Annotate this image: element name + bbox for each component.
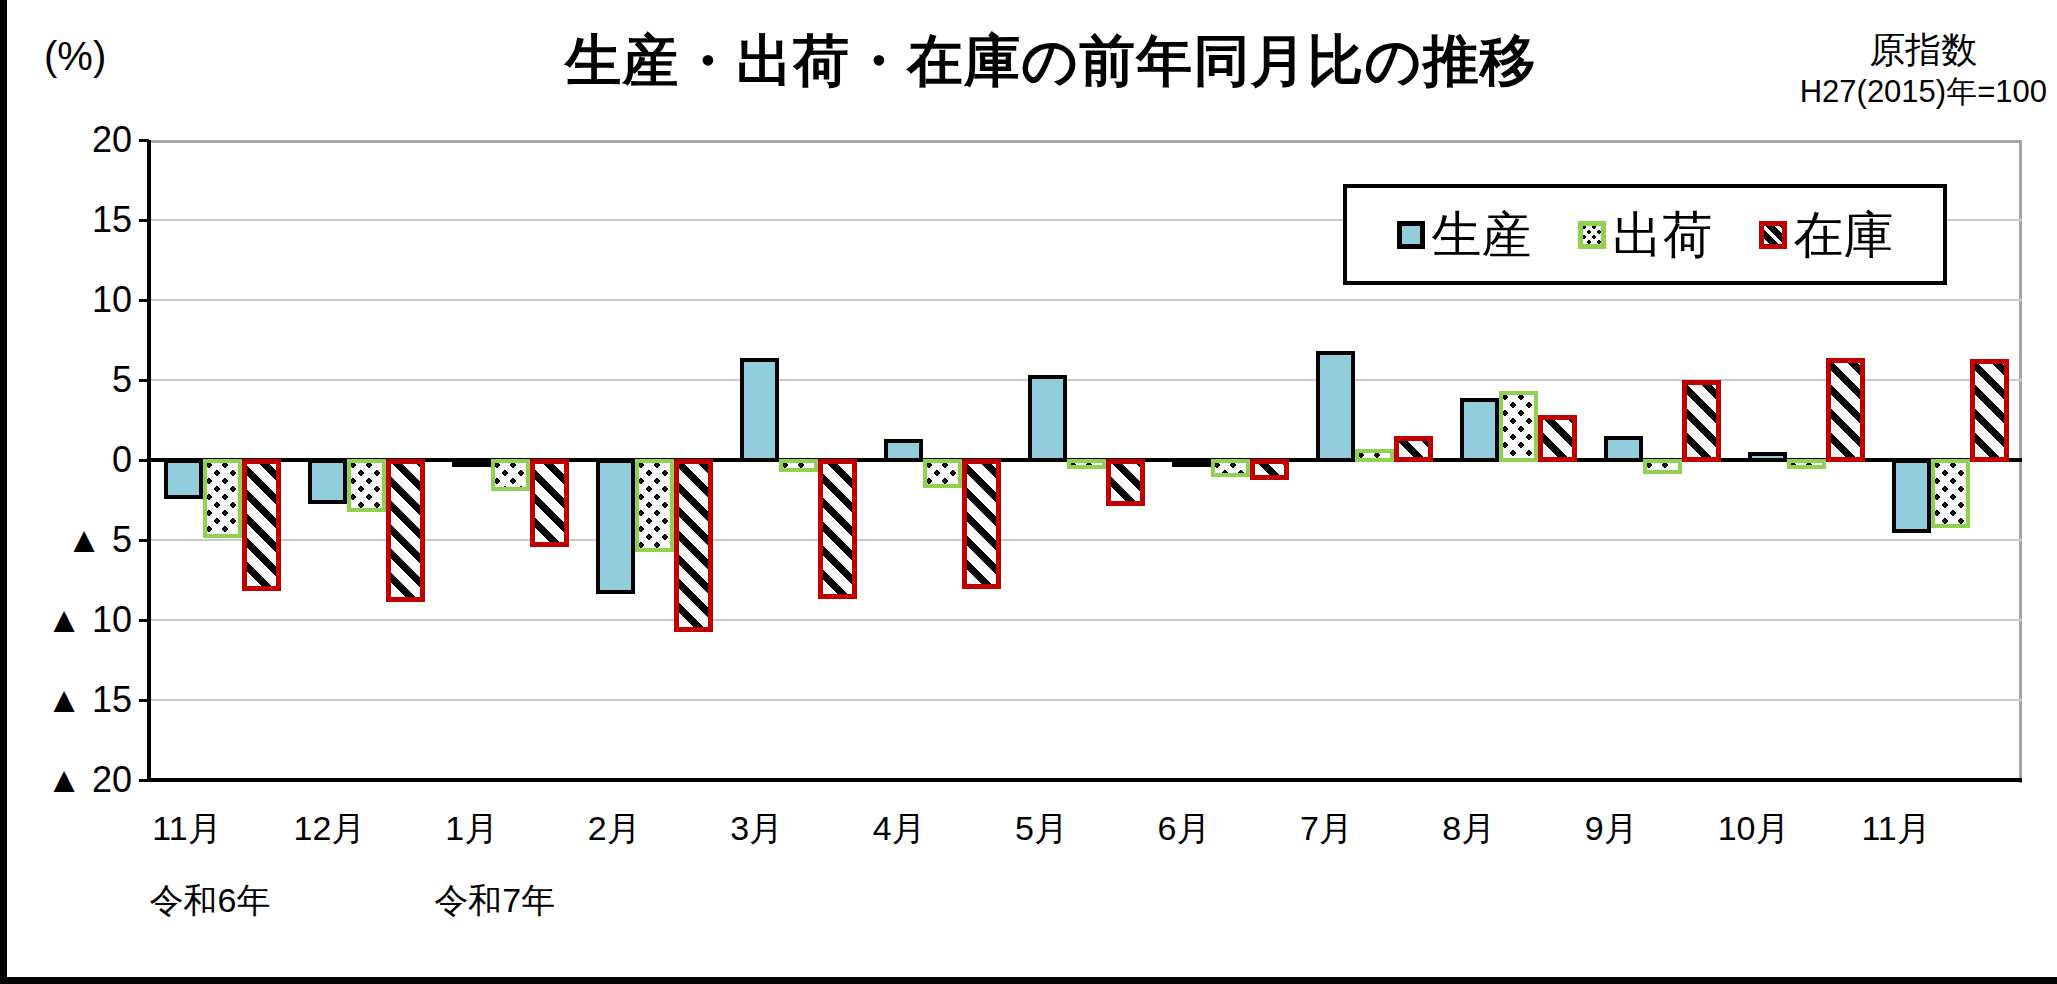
x-tick-label-month: 9月 [1531, 806, 1691, 852]
x-tick-label-month: 11月 [1816, 806, 1976, 852]
bar-shipment-2月 [635, 459, 674, 552]
legend-label-production: 生産 [1432, 210, 1532, 260]
y-axis-tick [139, 699, 149, 702]
bar-inventory-7月 [1394, 436, 1433, 462]
bar-production-11月 [1892, 459, 1931, 533]
bar-inventory-4月 [962, 459, 1001, 589]
bar-inventory-6月 [1250, 459, 1289, 480]
table-border-bottom [0, 977, 2057, 984]
shipment-swatch-icon [1578, 221, 1606, 249]
x-tick-label-month: 10月 [1674, 806, 1834, 852]
bar-shipment-7月 [1355, 449, 1394, 462]
x-tick-label-month: 12月 [249, 806, 409, 852]
bar-inventory-9月 [1682, 380, 1721, 462]
y-axis-tick [139, 299, 149, 302]
bar-production-2月 [596, 459, 635, 594]
index-note-base-year: H27(2015)年=100 [1800, 72, 2047, 112]
x-axis-era-label: 令和6年 [120, 878, 300, 924]
chart-title: 生産・出荷・在庫の前年同月比の推移 [565, 24, 1537, 100]
bar-shipment-8月 [1499, 391, 1538, 462]
y-axis-unit-label: (%) [44, 34, 106, 79]
bar-shipment-6月 [1211, 459, 1250, 477]
bar-shipment-9月 [1643, 459, 1682, 474]
y-tick-label: 0 [0, 438, 132, 482]
bar-production-11月 [164, 459, 203, 499]
bar-shipment-3月 [779, 459, 818, 472]
y-tick-label: ▲ 5 [0, 518, 132, 562]
y-axis-tick [139, 539, 149, 542]
bar-production-9月 [1604, 436, 1643, 462]
bar-inventory-11月 [242, 459, 281, 591]
bar-shipment-10月 [1787, 459, 1826, 469]
legend-label-shipment: 出荷 [1613, 210, 1713, 260]
bar-production-4月 [884, 439, 923, 462]
gridline [150, 699, 2022, 701]
y-tick-label: 5 [0, 358, 132, 402]
bar-production-6月 [1172, 459, 1211, 467]
bar-production-12月 [308, 459, 347, 504]
x-tick-label-month: 5月 [962, 806, 1122, 852]
y-tick-label: 10 [0, 278, 132, 322]
index-note: 原指数 H27(2015)年=100 [1800, 28, 2047, 112]
legend-item-inventory: 在庫 [1759, 210, 1894, 260]
x-tick-label-month: 8月 [1389, 806, 1549, 852]
bar-shipment-1月 [491, 459, 530, 491]
bar-shipment-5月 [1067, 459, 1106, 469]
bar-inventory-11月 [1970, 359, 2009, 462]
bar-shipment-12月 [347, 459, 386, 512]
x-tick-label-month: 7月 [1246, 806, 1406, 852]
x-tick-label-month: 6月 [1104, 806, 1264, 852]
bar-shipment-11月 [1931, 459, 1970, 528]
gridline [150, 539, 2022, 541]
x-tick-label-month: 4月 [819, 806, 979, 852]
y-axis-tick [139, 379, 149, 382]
legend-item-shipment: 出荷 [1578, 210, 1713, 260]
x-tick-label-month: 2月 [534, 806, 694, 852]
y-axis-tick [139, 139, 149, 142]
bar-shipment-4月 [923, 459, 962, 488]
y-tick-label: ▲ 10 [0, 598, 132, 642]
gridline [150, 379, 2022, 381]
legend: 生産 出荷 在庫 [1343, 184, 1947, 285]
y-axis-tick [139, 779, 149, 782]
x-tick-label-month: 1月 [392, 806, 552, 852]
x-tick-label-month: 11月 [107, 806, 267, 852]
x-axis-era-label: 令和7年 [405, 878, 585, 924]
gridline [150, 619, 2022, 621]
y-axis-tick [139, 459, 149, 462]
chart-page: (%) 生産・出荷・在庫の前年同月比の推移 原指数 H27(2015)年=100… [0, 0, 2057, 984]
bar-production-3月 [740, 358, 779, 462]
inventory-swatch-icon [1759, 221, 1787, 249]
index-note-type: 原指数 [1800, 28, 2047, 72]
bar-production-7月 [1316, 351, 1355, 462]
y-tick-label: ▲ 20 [0, 758, 132, 802]
y-axis-tick [139, 619, 149, 622]
bar-production-5月 [1028, 375, 1067, 462]
y-tick-label: 15 [0, 198, 132, 242]
gridline [150, 299, 2022, 301]
bar-inventory-3月 [818, 459, 857, 599]
bar-production-8月 [1460, 398, 1499, 462]
bar-inventory-1月 [530, 459, 569, 547]
x-tick-label-month: 3月 [677, 806, 837, 852]
legend-label-inventory: 在庫 [1794, 210, 1894, 260]
bar-production-10月 [1748, 452, 1787, 462]
plot-border-bottom [148, 778, 2022, 782]
bar-inventory-5月 [1106, 459, 1145, 506]
plot-border-top [148, 140, 2022, 143]
bar-inventory-12月 [386, 459, 425, 602]
bar-production-1月 [452, 459, 491, 467]
y-tick-label: ▲ 15 [0, 678, 132, 722]
y-tick-label: 20 [0, 118, 132, 162]
bar-inventory-2月 [674, 459, 713, 632]
bar-inventory-8月 [1538, 415, 1577, 462]
legend-item-production: 生産 [1397, 210, 1532, 260]
y-axis-tick [139, 219, 149, 222]
bar-shipment-11月 [203, 459, 242, 538]
bar-inventory-10月 [1826, 358, 1865, 462]
production-swatch-icon [1397, 221, 1425, 249]
